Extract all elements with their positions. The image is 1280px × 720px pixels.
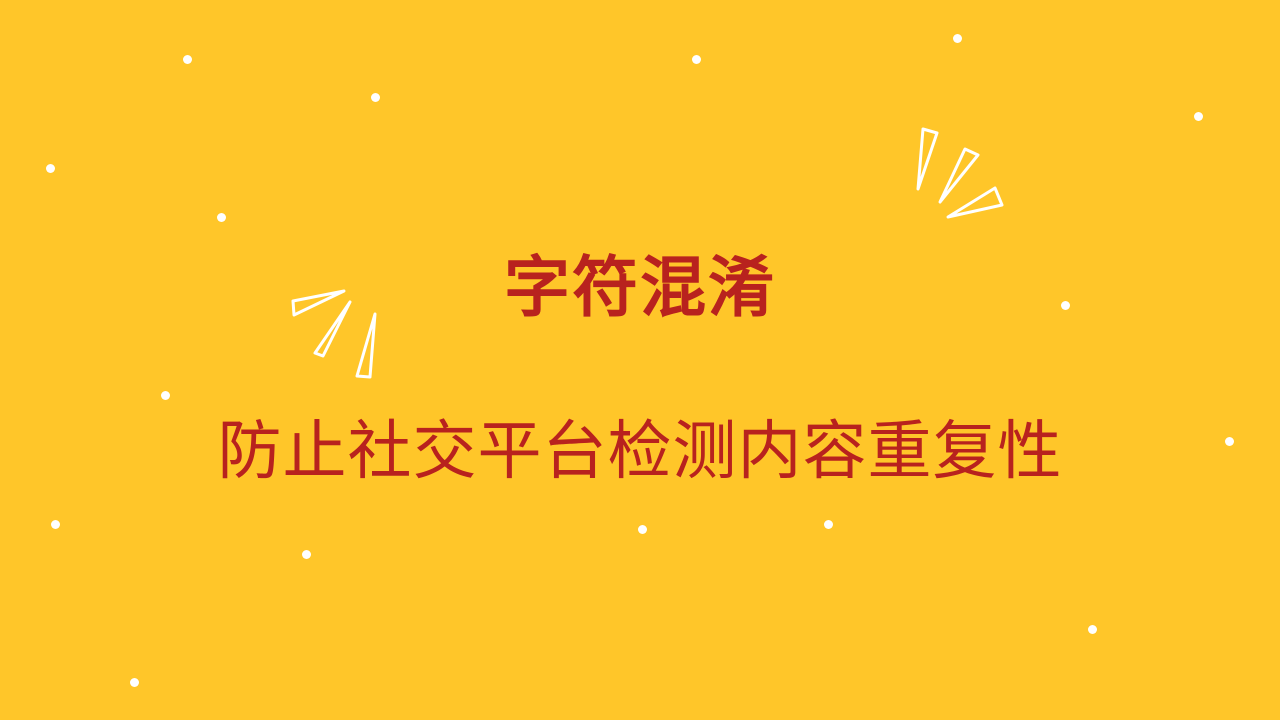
- decor-dot: [1224, 436, 1234, 446]
- decor-dot: [45, 163, 55, 173]
- decor-dot: [370, 92, 380, 102]
- decor-dot: [50, 519, 60, 529]
- decor-dot: [952, 33, 962, 43]
- decor-dot: [182, 54, 192, 64]
- decor-dot: [160, 390, 170, 400]
- decor-dot: [1087, 624, 1097, 634]
- decor-dot: [637, 524, 647, 534]
- slide-subtitle: 防止社交平台检测内容重复性: [217, 415, 1063, 489]
- decor-dot: [216, 212, 226, 222]
- decor-dot: [1193, 111, 1203, 121]
- decor-dot: [1060, 300, 1070, 310]
- decor-dot: [301, 549, 311, 559]
- decor-dot: [129, 677, 139, 687]
- decor-dot: [691, 54, 701, 64]
- right-sparkle-burst-icon: [916, 127, 1004, 219]
- decor-dot: [823, 519, 833, 529]
- left-sparkle-burst-icon: [291, 289, 377, 379]
- slide-title: 字符混淆: [504, 249, 776, 326]
